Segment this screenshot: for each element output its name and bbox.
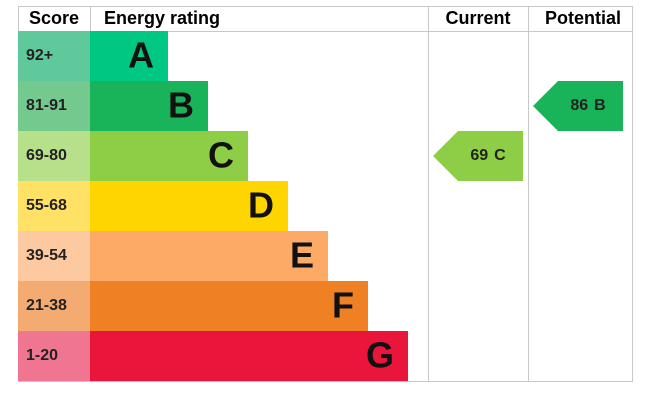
- score-cell: [18, 131, 90, 181]
- rating-letter: D: [248, 185, 274, 226]
- score-label: 92+: [26, 47, 53, 64]
- score-label: 1-20: [26, 347, 58, 364]
- rating-letter: F: [332, 285, 354, 326]
- rating-bar: [90, 81, 208, 131]
- score-cell: [18, 181, 90, 231]
- potential-arrow: [533, 81, 623, 131]
- potential-letter: B: [594, 97, 606, 114]
- rating-bar: [90, 231, 328, 281]
- rating-bar: [90, 31, 168, 81]
- header-score: Score: [29, 8, 79, 28]
- rating-letter: C: [208, 135, 234, 176]
- potential-label: 86 B: [570, 97, 605, 114]
- score-cell: [18, 31, 90, 81]
- rating-bar: [90, 181, 288, 231]
- score-label: 69-80: [26, 147, 67, 164]
- rating-bar: [90, 281, 368, 331]
- rating-letter: A: [128, 35, 154, 76]
- score-label: 81-91: [26, 97, 67, 114]
- score-label: 55-68: [26, 197, 67, 214]
- rating-bar: [90, 131, 248, 181]
- score-label: 21-38: [26, 297, 67, 314]
- rating-letter: E: [290, 235, 314, 276]
- score-cell: [18, 281, 90, 331]
- score-label: 39-54: [26, 247, 67, 264]
- current-score: 69: [470, 147, 488, 164]
- score-cell: [18, 331, 90, 381]
- rating-bar: [90, 331, 408, 381]
- header-rating: Energy rating: [104, 8, 220, 28]
- potential-score: 86: [570, 97, 588, 114]
- rating-letter: B: [168, 85, 194, 126]
- rating-letter: G: [366, 335, 394, 376]
- current-letter: C: [494, 147, 506, 164]
- current-label: 69 C: [470, 147, 506, 164]
- header-potential: Potential: [545, 8, 621, 28]
- current-arrow: [433, 131, 523, 181]
- header-current: Current: [445, 8, 510, 28]
- score-cell: [18, 81, 90, 131]
- score-cell: [18, 231, 90, 281]
